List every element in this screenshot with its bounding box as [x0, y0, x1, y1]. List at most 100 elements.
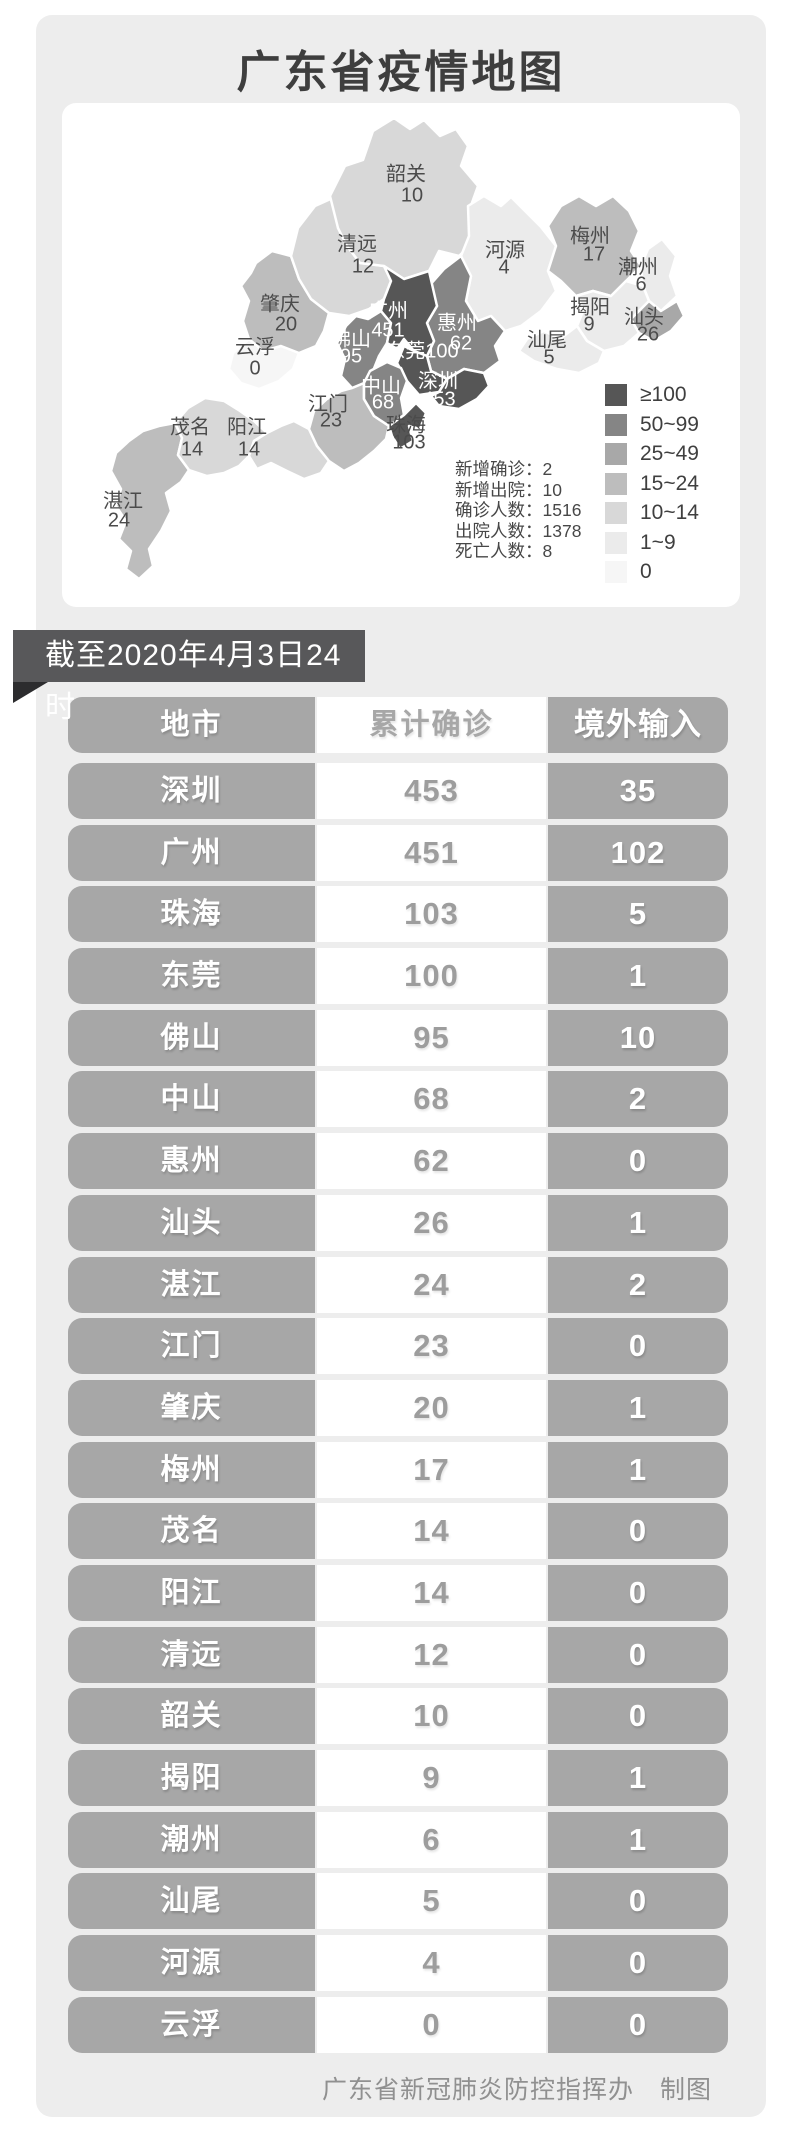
value-shaoguan: 10	[401, 184, 423, 206]
table-row: 揭阳 9 1	[68, 1750, 728, 1806]
label-heyuan: 河源	[485, 238, 525, 261]
value-meizhou: 17	[583, 243, 605, 265]
table-row: 佛山 95 10	[68, 1009, 728, 1066]
cell-city: 汕头	[68, 1194, 315, 1251]
cell-cumulative-confirmed: 14	[317, 1564, 546, 1621]
footer-credit: 广东省新冠肺炎防控指挥办 制图	[321, 2076, 712, 2104]
region-guangzhou	[379, 264, 439, 358]
value-zhongshan: 68	[372, 391, 394, 413]
value-shantou: 26	[637, 323, 659, 345]
label-zhaoqing: 肇庆	[260, 292, 300, 315]
table-row: 云浮 0 0	[68, 1996, 728, 2053]
value-zhanjiang: 24	[108, 509, 130, 531]
cell-imported: 1	[548, 1194, 728, 1251]
table-row: 珠海 103 5	[68, 886, 728, 943]
cell-imported: 0	[548, 1935, 728, 1992]
cell-imported: 1	[548, 948, 728, 1005]
cell-cumulative-confirmed: 20	[317, 1379, 546, 1436]
label-jieyang: 揭阳	[570, 295, 610, 318]
region-yangjiang	[247, 419, 331, 481]
cell-city: 肇庆	[68, 1379, 315, 1436]
cell-cumulative-confirmed: 103	[317, 886, 546, 943]
label-yangjiang: 阳江	[227, 415, 267, 438]
cell-city: 云浮	[68, 1996, 315, 2053]
as-of-date-banner: 截至2020年4月3日24时	[13, 630, 365, 724]
cell-cumulative-confirmed: 23	[317, 1318, 546, 1375]
cell-cumulative-confirmed: 5	[317, 1873, 546, 1930]
cell-city: 湛江	[68, 1256, 315, 1313]
region-maoming	[173, 396, 269, 478]
cell-cumulative-confirmed: 0	[317, 1996, 546, 2053]
cell-city: 韶关	[68, 1688, 315, 1745]
label-zhanjiang: 湛江	[103, 489, 143, 512]
cell-city: 阳江	[68, 1564, 315, 1621]
label-shenzhen: 深圳	[418, 369, 458, 392]
cell-city: 惠州	[68, 1133, 315, 1190]
cell-city: 梅州	[68, 1441, 315, 1498]
cell-imported: 1	[548, 1379, 728, 1436]
cell-imported: 0	[548, 1626, 728, 1683]
stat-line: 死亡人数：8	[455, 541, 553, 561]
table-row: 河源 4 0	[68, 1935, 728, 1992]
region-meizhou	[546, 194, 643, 298]
cell-imported: 35	[548, 763, 728, 819]
cell-cumulative-confirmed: 451	[317, 824, 546, 881]
stat-line: 新增确诊：2	[455, 459, 553, 479]
table-row: 东莞 100 1	[68, 948, 728, 1005]
stat-line: 出院人数：1378	[455, 520, 582, 541]
header-cumulative-confirmed: 累计确诊	[317, 697, 546, 753]
table-row: 阳江 14 0	[68, 1564, 728, 1621]
label-qingyuan: 清远	[337, 232, 377, 255]
value-zhaoqing: 20	[275, 313, 297, 335]
region-foshan	[335, 309, 393, 390]
cell-imported: 0	[548, 1564, 728, 1621]
cell-city: 汕尾	[68, 1873, 315, 1930]
cell-cumulative-confirmed: 12	[317, 1626, 546, 1683]
cell-imported: 1	[548, 1811, 728, 1868]
label-huizhou: 惠州	[437, 311, 477, 334]
cell-imported: 1	[548, 1441, 728, 1498]
value-jieyang: 9	[583, 313, 594, 335]
cell-cumulative-confirmed: 17	[317, 1441, 546, 1498]
label-yunfu: 云浮	[235, 335, 275, 358]
cell-cumulative-confirmed: 26	[317, 1194, 546, 1251]
cell-cumulative-confirmed: 4	[317, 1935, 546, 1992]
cell-imported: 10	[548, 1009, 728, 1066]
label-zhongshan: 中山	[361, 374, 401, 397]
table-row: 茂名 14 0	[68, 1503, 728, 1560]
header-city: 地市	[68, 697, 315, 753]
cell-imported: 1	[548, 1750, 728, 1806]
cell-city: 中山	[68, 1071, 315, 1128]
table-row: 惠州 62 0	[68, 1133, 728, 1190]
table-row: 深圳 453 35	[68, 763, 728, 819]
cell-imported: 2	[548, 1071, 728, 1128]
cell-imported: 102	[548, 824, 728, 881]
label-meizhou: 梅州	[570, 224, 610, 247]
table-row: 中山 68 2	[68, 1071, 728, 1128]
region-zhuhai	[387, 401, 428, 451]
epidemic-map-panel: 湛江 24 茂名 14 阳江 14 云浮 0 肇庆 20 清远 12 韶关 10 河源 4 梅州 17 潮州 6 揭阳 9…	[62, 103, 740, 607]
cell-city: 清远	[68, 1626, 315, 1683]
value-foshan: 95	[340, 345, 362, 367]
region-shenzhen	[429, 367, 491, 411]
region-shantou	[629, 299, 686, 343]
label-zhuhai: 珠海	[386, 413, 426, 436]
table-row: 江门 23 0	[68, 1318, 728, 1375]
cell-city: 揭阳	[68, 1750, 315, 1806]
value-yunfu: 0	[249, 357, 260, 379]
region-shanwei	[517, 324, 606, 375]
cell-imported: 0	[548, 1996, 728, 2053]
cell-imported: 5	[548, 886, 728, 943]
cell-imported: 0	[548, 1688, 728, 1745]
cell-city: 珠海	[68, 886, 315, 943]
value-yangjiang: 14	[238, 438, 260, 460]
cell-city: 河源	[68, 1935, 315, 1992]
label-foshan: 佛山	[331, 327, 371, 350]
table-row: 湛江 24 2	[68, 1256, 728, 1313]
table-row: 韶关 10 0	[68, 1688, 728, 1745]
cell-cumulative-confirmed: 100	[317, 948, 546, 1005]
cell-cumulative-confirmed: 10	[317, 1688, 546, 1745]
label-dongguan: 东莞100	[385, 339, 458, 362]
label-shantou: 汕头	[624, 305, 664, 328]
cell-city: 茂名	[68, 1503, 315, 1560]
